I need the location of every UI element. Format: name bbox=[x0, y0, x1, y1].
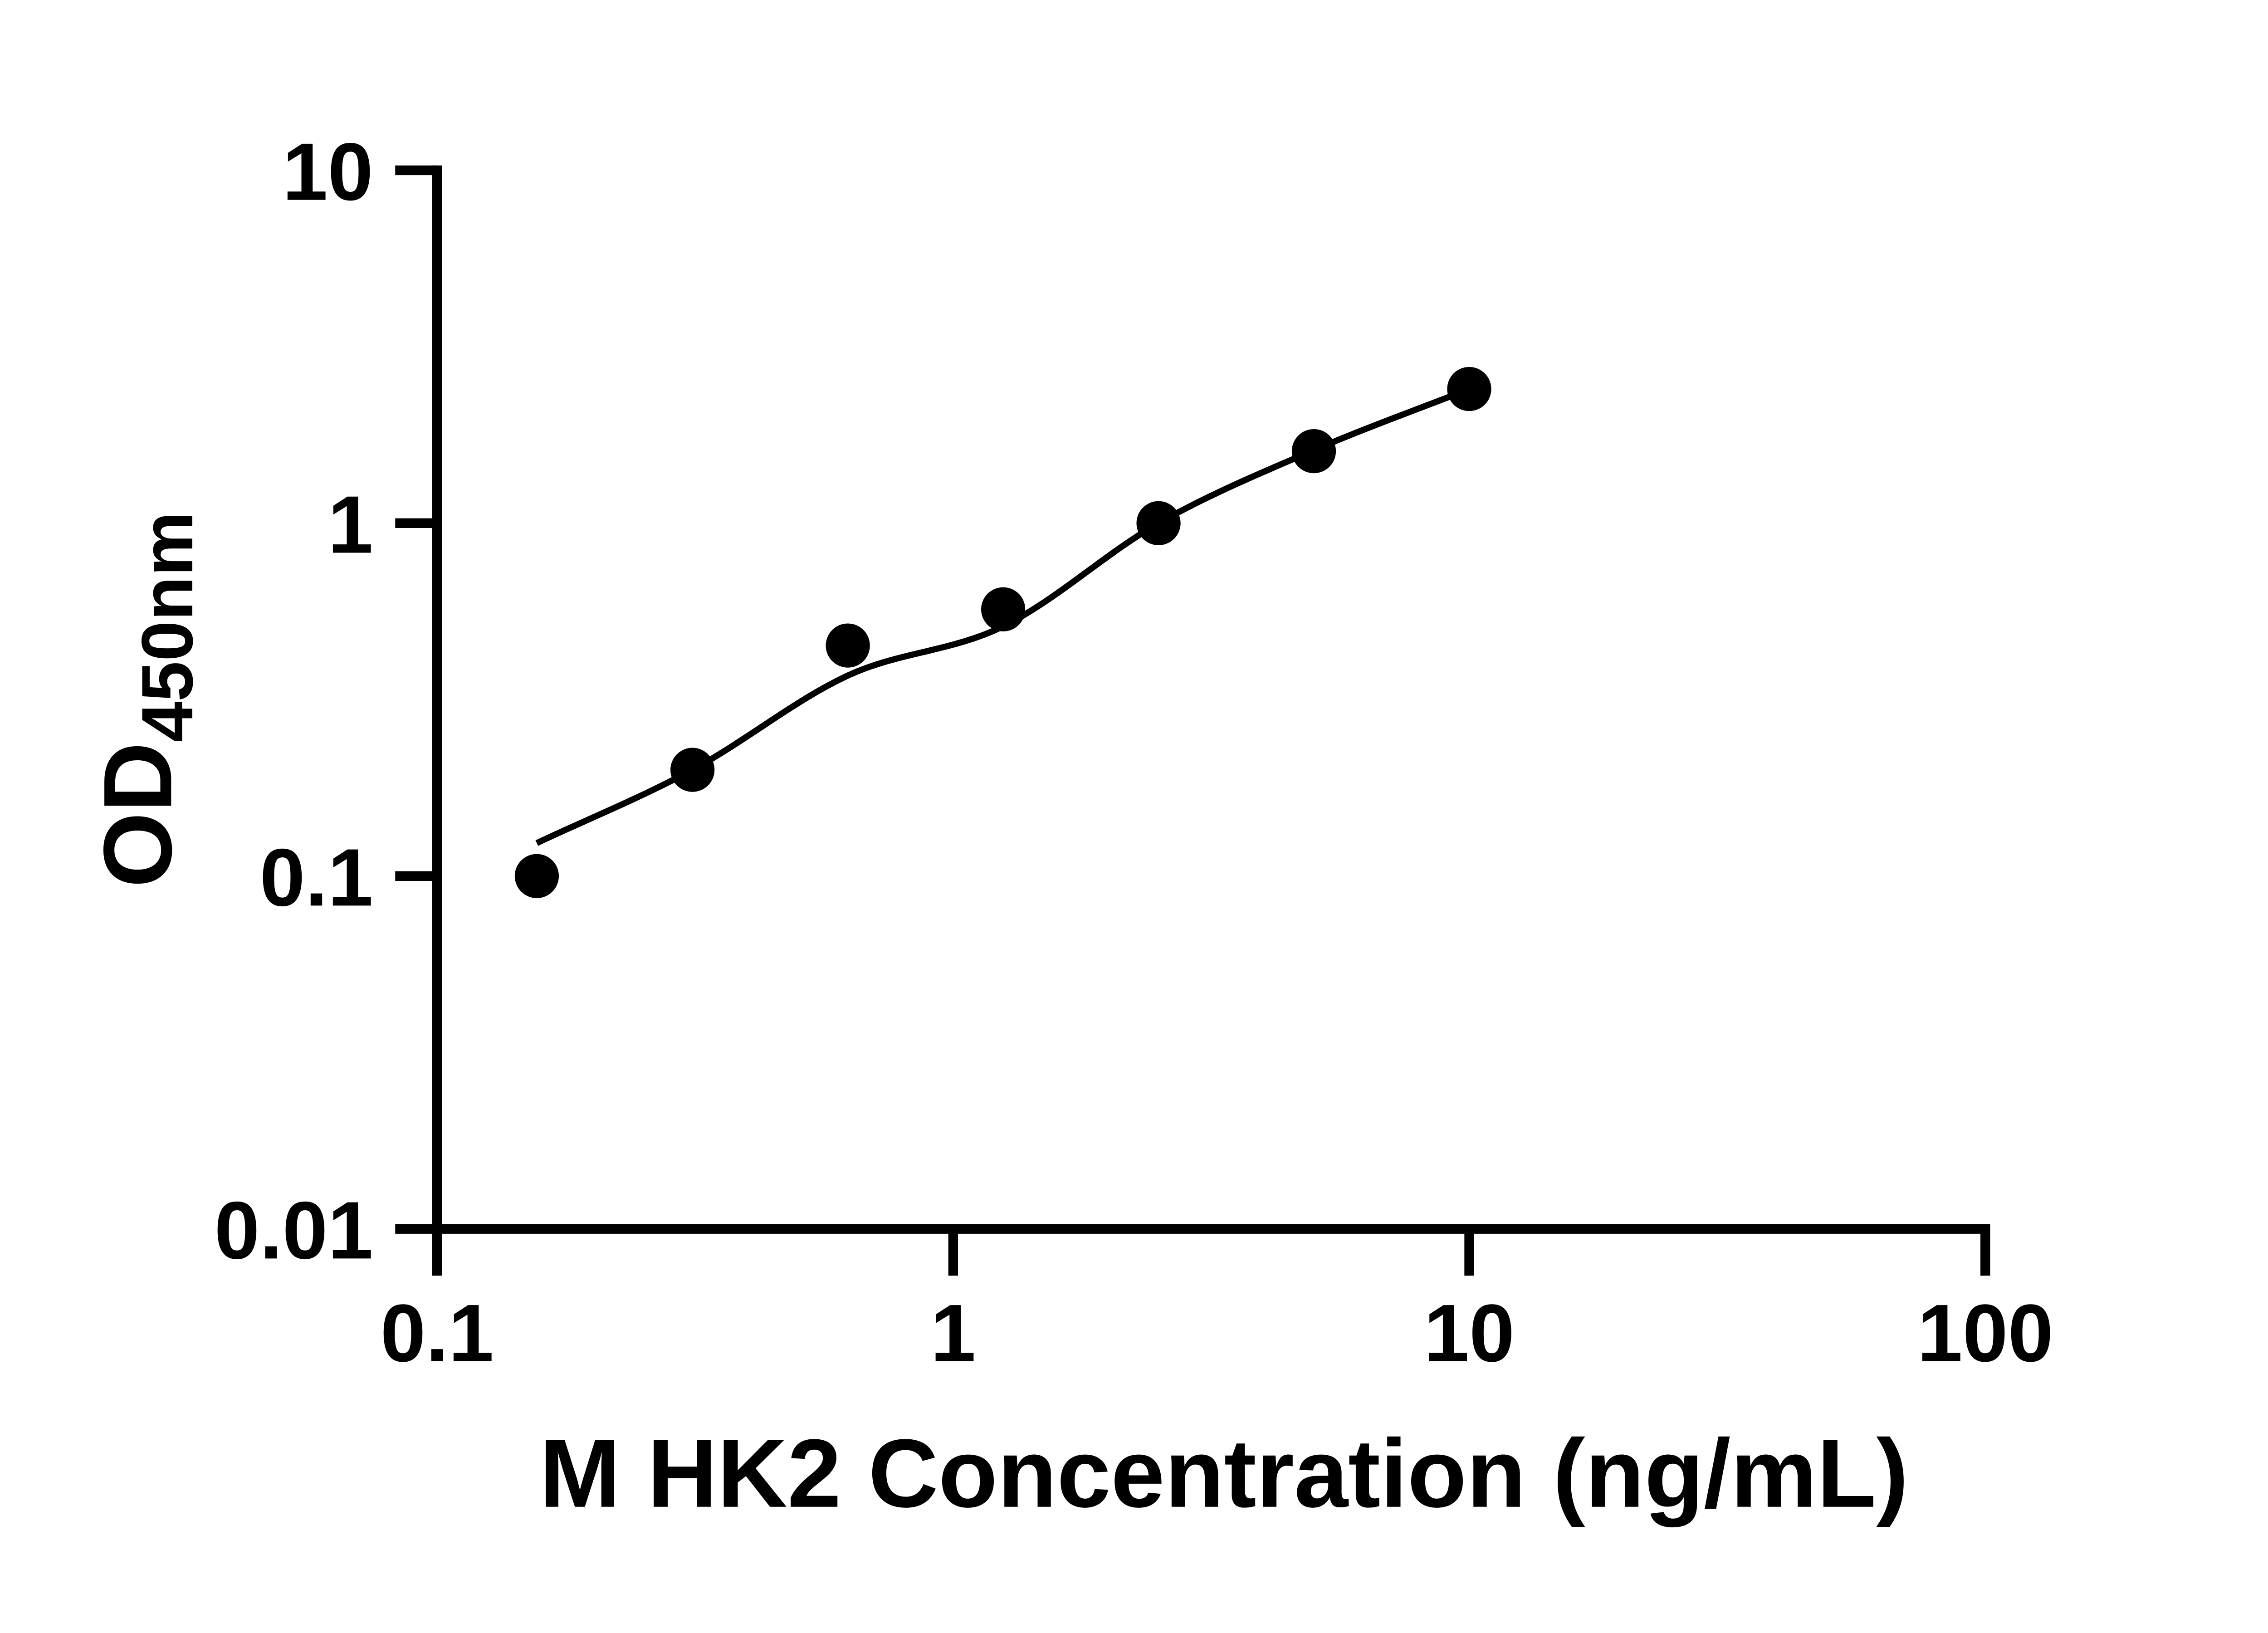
x-tick-label-0.1: 0.1 bbox=[381, 1288, 494, 1379]
data-point-x2.5 bbox=[1136, 501, 1181, 545]
data-point-x1.25 bbox=[981, 587, 1026, 631]
x-axis-title: M HK2 Concentration (ng/mL) bbox=[539, 1419, 1908, 1528]
x-tick-label-100: 100 bbox=[1917, 1288, 2053, 1379]
data-point-x0.625 bbox=[826, 623, 870, 668]
x-tick-label-1: 1 bbox=[930, 1288, 976, 1379]
y-tick-label-10: 10 bbox=[283, 127, 373, 218]
y-axis-title-main: OD bbox=[83, 742, 192, 888]
data-point-x10 bbox=[1447, 367, 1491, 411]
y-tick-label-1: 1 bbox=[328, 479, 373, 571]
y-tick-label-0.1: 0.1 bbox=[260, 832, 373, 923]
data-point-x0.156 bbox=[514, 854, 559, 898]
data-point-x0.3125 bbox=[670, 748, 715, 792]
x-tick-label-10: 10 bbox=[1424, 1288, 1515, 1379]
y-axis-title: OD450nm bbox=[83, 512, 208, 888]
y-axis-title-sub: 450nm bbox=[127, 512, 208, 742]
y-tick-label-0.01: 0.01 bbox=[215, 1185, 373, 1276]
data-point-x5 bbox=[1291, 429, 1336, 474]
